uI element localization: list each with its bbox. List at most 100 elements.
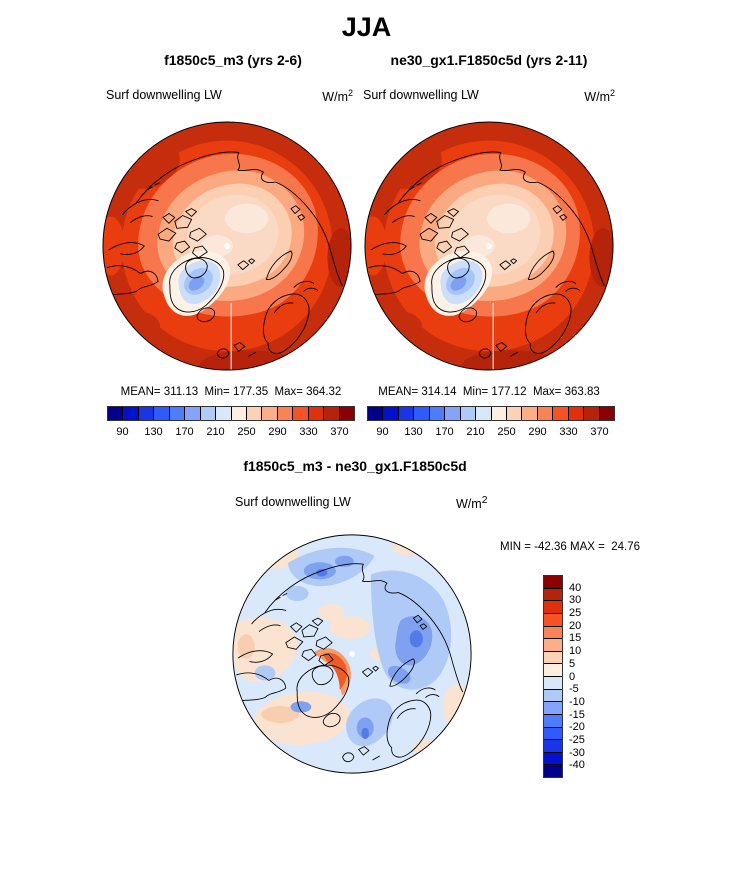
colorbar-segment [544,751,562,765]
colorbar-segment [544,650,562,664]
colorbar-tick-label: 170 [175,426,194,438]
colorbar-tick-label: -15 [569,708,585,721]
colorbar-tick-label: 330 [299,426,318,438]
colorbar-segment [338,407,354,420]
colorbar-segment [397,407,414,420]
colorbar-ticks-right: 90 130 170 210 250 290 330 370 [367,424,615,438]
colorbar-segment [567,407,584,420]
colorbar-tick-label: 15 [569,632,582,645]
colorbar-segment [544,612,562,626]
colorbar-segment [544,625,562,639]
colorbar-segment [544,688,562,702]
colorbar-segment [544,587,562,601]
units-label-right: W/m2 [562,88,615,104]
colorbar-tick-label: 170 [435,426,454,438]
panel-title-left: f1850c5_m3 (yrs 2-6) [164,52,302,68]
colorbar-segment [544,701,562,714]
colorbar-segment [413,407,429,420]
colorbar-ticks-left: 90 130 170 210 250 290 330 370 [107,424,355,438]
colorbar-segment [184,407,200,420]
polar-map-left [102,121,352,371]
colorbar-segment [544,739,562,752]
colorbar-segment [475,407,491,420]
colorbar-segment [544,663,562,676]
colorbar-tick-label: 130 [404,426,423,438]
diff-units-label: W/m2 [456,495,487,511]
colorbar-tick-label: -5 [569,683,579,696]
polar-map-diff [232,534,472,774]
stats-left: MEAN= 311.13 Min= 177.35 Max= 364.32 [120,386,342,398]
colorbar-tick-label: 5 [569,657,576,670]
units-exponent: 2 [347,88,353,98]
colorbar-segment [544,726,562,740]
colorbar-tick-label: 25 [569,607,582,620]
colorbar-tick-label: -40 [569,759,585,772]
colorbar-segment [122,407,138,420]
pole-dot [224,243,230,249]
colorbar-tick-label: 210 [206,426,225,438]
colorbar-segment [137,407,154,420]
map-outline [364,121,614,371]
colorbar-tick-label: -25 [569,733,585,746]
colorbar-segment [505,407,522,420]
colorbar-tick-label: 290 [528,426,547,438]
colorbar-segment [428,407,445,420]
colorbar-tick-label: -30 [569,746,585,759]
stats-right: MEAN= 314.14 Min= 177.12 Max= 363.83 [378,386,600,398]
colorbar-left [107,406,355,421]
colorbar-tick-label: 20 [569,619,582,632]
colorbar-segment [444,407,460,420]
diff-field-label: Surf downwelling LW [235,495,351,509]
colorbar-tick-label: 290 [268,426,287,438]
colorbar-tick-label: 10 [569,645,582,658]
colorbar-segment [544,676,562,689]
colorbar-tick-label: -20 [569,721,585,734]
colorbar-tick-label: 370 [330,426,349,438]
colorbar-segment [552,407,568,420]
colorbar-segment [153,407,169,420]
colorbar-segment [368,407,383,420]
colorbar-diff [543,575,563,778]
colorbar-segment [108,407,123,420]
units-exponent: 2 [481,495,488,506]
colorbar-segment [382,407,398,420]
colorbar-tick-label: 250 [497,426,516,438]
colorbar-tick-label: 370 [590,426,609,438]
colorbar-segment [544,638,562,651]
colorbar-segment [544,600,562,613]
colorbar-segment [490,407,506,420]
units-base: W/m [456,497,482,512]
colorbar-segment [583,407,599,420]
colorbar-segment [261,407,277,420]
colorbar-segment [544,764,562,777]
colorbar-labels-diff: 40 30 25 20 15 10 5 0 -5 -10 -15 -20 -25 -30 -40 [567,575,603,778]
map-outline [232,534,472,774]
colorbar-tick-label: 210 [466,426,485,438]
colorbar-segment [598,407,614,420]
pole-dot [486,243,492,249]
colorbar-segment [276,407,293,420]
colorbar-segment [292,407,308,420]
polar-map-right [364,121,614,371]
colorbar-segment [199,407,216,420]
diff-title: f1850c5_m3 - ne30_gx1.F1850c5d [243,458,467,474]
colorbar-segment [544,713,562,727]
field-label-right: Surf downwelling LW [363,88,479,102]
colorbar-tick-label: -10 [569,695,585,708]
colorbar-segment [245,407,262,420]
colorbar-tick-label: 30 [569,594,582,607]
colorbar-segment [544,576,562,588]
colorbar-segment [323,407,339,420]
colorbar-segment [521,407,537,420]
colorbar-tick-label: 250 [237,426,256,438]
units-base: W/m [584,90,610,105]
units-base: W/m [322,90,348,105]
pole-dot [349,651,355,657]
colorbar-segment [459,407,476,420]
panel-title-right: ne30_gx1.F1850c5d (yrs 2-11) [390,52,588,68]
map-outline [102,121,352,371]
colorbar-tick-label: 130 [144,426,163,438]
colorbar-tick-label: 90 [116,426,129,438]
colorbar-segment [215,407,231,420]
